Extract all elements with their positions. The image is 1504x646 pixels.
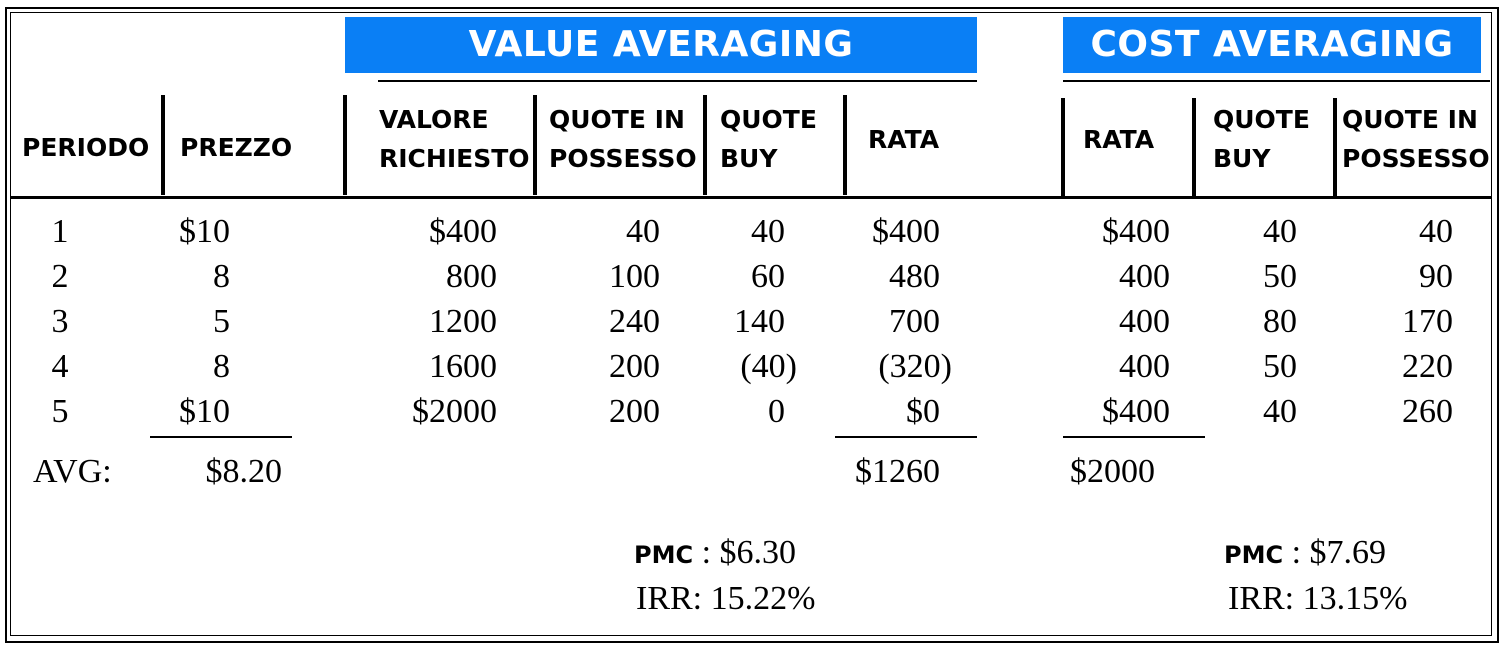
column-divider	[1333, 98, 1337, 196]
column-divider	[343, 95, 347, 195]
header-periodo: PERIODO	[22, 133, 150, 162]
cell-va-rata: $400	[872, 213, 940, 250]
cell-va-valore: 1200	[429, 303, 497, 340]
ca-rata-total: $2000	[1070, 453, 1155, 490]
va-pmc: PMC : $6.30	[634, 533, 796, 575]
header-ca-rata: RATA	[1083, 125, 1155, 154]
cell-va-rata: 480	[889, 258, 940, 295]
cell-ca-buy: 80	[1263, 303, 1297, 340]
divider	[378, 80, 977, 82]
irr-label: IRR:	[1228, 580, 1295, 617]
header-line: POSSESSO	[1342, 144, 1490, 173]
cell-ca-buy: 40	[1263, 213, 1297, 250]
cell-prezzo: 8	[213, 348, 230, 385]
cell-va-valore: 1600	[429, 348, 497, 385]
header-va-quote-possesso: QUOTE IN POSSESSO	[549, 100, 697, 178]
cell-va-possesso: 200	[609, 348, 660, 385]
cell-va-rata: 700	[889, 303, 940, 340]
cell-va-buy: (40)	[740, 348, 797, 385]
column-divider	[161, 95, 165, 195]
column-divider	[1061, 98, 1065, 196]
column-divider	[703, 95, 707, 195]
pmc-label: PMC	[1224, 541, 1284, 569]
cell-ca-buy: 50	[1263, 348, 1297, 385]
cell-va-valore: $400	[429, 213, 497, 250]
cell-va-buy: 0	[768, 393, 785, 430]
header-ca-quote-possesso: QUOTE IN POSSESSO	[1342, 100, 1490, 178]
cell-periodo: 2	[51, 258, 69, 295]
cell-ca-possesso: 40	[1419, 213, 1453, 250]
cell-periodo: 3	[51, 303, 69, 340]
header-ca-quote-buy: QUOTE BUY	[1213, 100, 1310, 178]
irr-value: 13.15%	[1302, 580, 1408, 617]
header-divider	[11, 196, 1491, 199]
column-divider	[1192, 98, 1196, 196]
inner-border	[10, 12, 1492, 636]
sum-line	[1063, 436, 1205, 438]
cell-periodo: 1	[51, 213, 69, 250]
cell-ca-possesso: 170	[1402, 303, 1453, 340]
column-divider	[843, 95, 847, 195]
cell-ca-possesso: 90	[1419, 258, 1453, 295]
avg-price: $8.20	[205, 453, 283, 490]
cell-ca-possesso: 220	[1402, 348, 1453, 385]
cell-va-buy: 140	[734, 303, 785, 340]
irr-label: IRR:	[636, 580, 703, 617]
va-irr: IRR: 15.22%	[636, 579, 815, 619]
cell-va-valore: 800	[446, 258, 497, 295]
header-prezzo: PREZZO	[180, 133, 293, 162]
irr-value: 15.22%	[710, 580, 816, 617]
cell-prezzo: $10	[179, 213, 230, 250]
divider	[1063, 80, 1490, 82]
header-line: BUY	[720, 144, 778, 173]
sum-line	[150, 436, 292, 438]
cell-va-valore: $2000	[412, 393, 497, 430]
cell-va-possesso: 240	[609, 303, 660, 340]
cell-ca-possesso: 260	[1402, 393, 1453, 430]
cost-averaging-banner: COST AVERAGING	[1063, 17, 1481, 73]
header-valore-richiesto: VALORE RICHIESTO	[379, 100, 530, 178]
ca-irr: IRR: 13.15%	[1228, 579, 1407, 619]
header-line: BUY	[1213, 144, 1271, 173]
pmc-value: : $7.69	[1291, 534, 1387, 571]
cell-prezzo: 5	[213, 303, 230, 340]
sum-line	[835, 436, 977, 438]
cell-periodo: 4	[51, 348, 69, 385]
cell-periodo: 5	[51, 393, 69, 430]
cell-va-buy: 40	[751, 213, 785, 250]
header-line: QUOTE IN	[549, 105, 685, 134]
header-line: POSSESSO	[549, 144, 697, 173]
cell-va-possesso: 40	[626, 213, 660, 250]
header-line: QUOTE IN	[1342, 105, 1478, 134]
cell-ca-buy: 40	[1263, 393, 1297, 430]
header-line: VALORE	[379, 105, 489, 134]
header-line: RICHIESTO	[379, 144, 530, 173]
pmc-label: PMC	[634, 541, 694, 569]
pmc-value: : $6.30	[701, 534, 797, 571]
cell-ca-rata: 400	[1119, 348, 1170, 385]
column-divider	[533, 95, 537, 195]
ca-pmc: PMC : $7.69	[1224, 533, 1386, 575]
cell-ca-buy: 50	[1263, 258, 1297, 295]
va-rata-total: $1260	[855, 453, 940, 490]
cell-va-possesso: 200	[609, 393, 660, 430]
outer-border	[5, 7, 1499, 643]
cell-prezzo: 8	[213, 258, 230, 295]
cell-va-rata: $0	[906, 393, 940, 430]
cell-va-buy: 60	[751, 258, 785, 295]
cell-ca-rata: 400	[1119, 303, 1170, 340]
value-averaging-banner: VALUE AVERAGING	[345, 17, 977, 73]
cell-prezzo: $10	[179, 393, 230, 430]
header-line: QUOTE	[1213, 105, 1310, 134]
header-va-quote-buy: QUOTE BUY	[720, 100, 817, 178]
cell-ca-rata: 400	[1119, 258, 1170, 295]
avg-label: AVG:	[33, 453, 112, 490]
cell-va-possesso: 100	[609, 258, 660, 295]
header-va-rata: RATA	[868, 125, 940, 154]
cell-ca-rata: $400	[1102, 213, 1170, 250]
header-line: QUOTE	[720, 105, 817, 134]
cell-va-rata: (320)	[878, 348, 952, 385]
cell-ca-rata: $400	[1102, 393, 1170, 430]
